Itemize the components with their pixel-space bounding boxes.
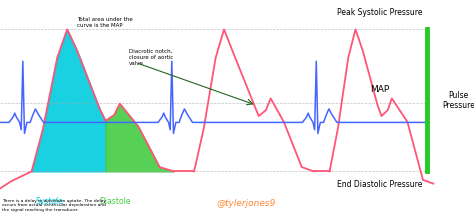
Text: Pulse
Pressure: Pulse Pressure xyxy=(442,91,474,110)
Text: Peak Systolic Pressure: Peak Systolic Pressure xyxy=(337,8,422,17)
Text: There is a delay in waveform uptake. The delay
occurs from actual ventricular de: There is a delay in waveform uptake. The… xyxy=(2,199,106,212)
Text: Systole: Systole xyxy=(36,197,64,206)
Text: Diastole: Diastole xyxy=(100,197,131,206)
Text: Total area under the
curve is the MAP: Total area under the curve is the MAP xyxy=(77,17,133,28)
Text: Diacrotic notch,
closure of aortic
valve: Diacrotic notch, closure of aortic valve xyxy=(128,49,173,66)
Text: @tylerjones9: @tylerjones9 xyxy=(217,199,276,208)
Text: End Diastolic Pressure: End Diastolic Pressure xyxy=(337,180,422,189)
Text: MAP: MAP xyxy=(370,85,390,94)
